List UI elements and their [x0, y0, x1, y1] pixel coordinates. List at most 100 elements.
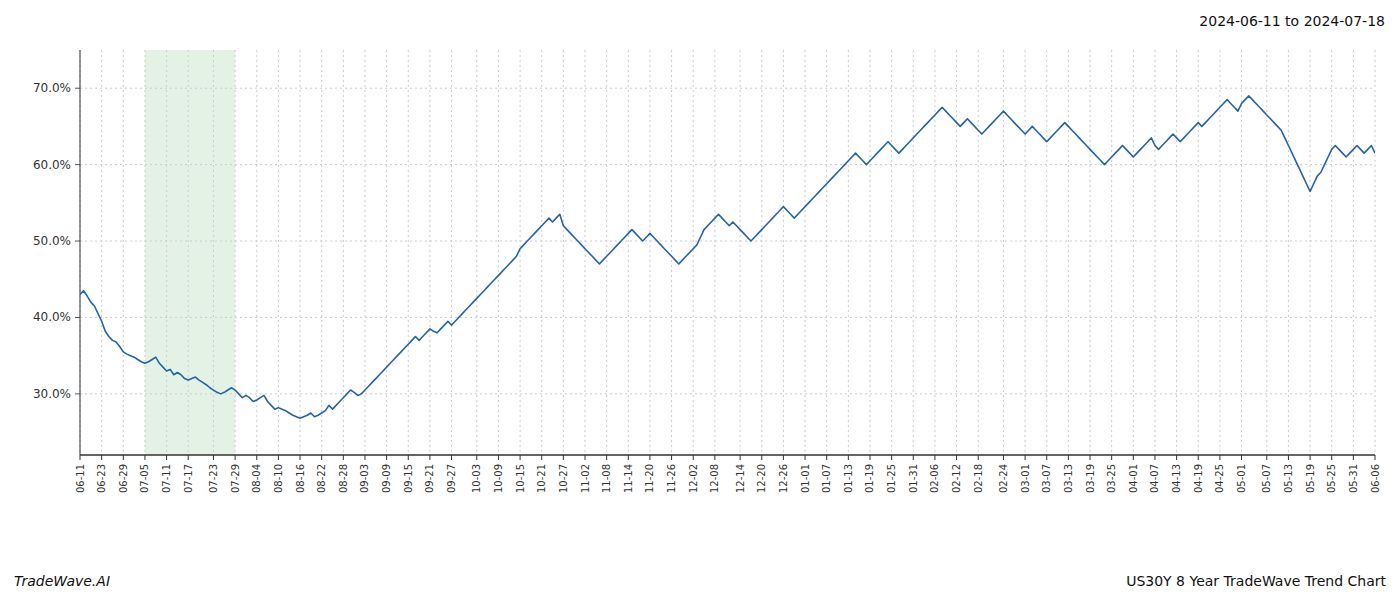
x-axis-line: [80, 454, 1375, 456]
x-grid-line: [144, 50, 145, 455]
y-tick: [75, 88, 80, 89]
y-tick: [75, 241, 80, 242]
x-tick-label: 06-23: [96, 464, 107, 493]
x-grid-line: [869, 50, 870, 455]
series-group: [80, 96, 1375, 418]
x-grid-line: [783, 50, 784, 455]
x-grid-line: [541, 50, 542, 455]
x-grid-line: [740, 50, 741, 455]
x-grid-line: [826, 50, 827, 455]
x-tick-label: 10-27: [558, 464, 569, 493]
y-grid-line: [80, 241, 1375, 242]
background: [0, 0, 1400, 600]
x-tick-label: 01-31: [908, 464, 919, 493]
x-grid-line: [1288, 50, 1289, 455]
y-tick-label: 50.0%: [33, 234, 71, 248]
x-tick-label: 12-02: [688, 464, 699, 493]
y-tick: [75, 164, 80, 165]
x-tick-label: 03-07: [1041, 464, 1052, 493]
x-tick-label: 05-01: [1236, 464, 1247, 493]
x-grid-line: [476, 50, 477, 455]
x-tick-label: 07-17: [183, 464, 194, 493]
annotation: US30Y 8 Year TradeWave Trend Chart: [1126, 573, 1386, 589]
x-tick-label: 05-13: [1283, 464, 1294, 493]
x-tick-label: 03-25: [1106, 464, 1117, 493]
x-grid-line: [1111, 50, 1112, 455]
x-tick-label: 04-07: [1149, 464, 1160, 493]
x-tick-label: 07-23: [208, 464, 219, 493]
x-tick-label: 01-19: [864, 464, 875, 493]
x-tick-label: 03-19: [1085, 464, 1096, 493]
x-tick-label: 06-11: [75, 464, 86, 493]
x-tick-label: 11-08: [601, 464, 612, 493]
x-grid-line: [1219, 50, 1220, 455]
x-tick-label: 03-01: [1020, 464, 1031, 493]
x-grid-line: [956, 50, 957, 455]
x-tick-label: 02-24: [998, 464, 1009, 493]
x-tick-label: 12-26: [778, 464, 789, 493]
x-tick-label: 11-20: [644, 464, 655, 493]
x-tick-label: 01-25: [886, 464, 897, 493]
x-grid-line: [408, 50, 409, 455]
x-grid-line: [1046, 50, 1047, 455]
x-tick-label: 02-06: [929, 464, 940, 493]
x-grid-line: [1090, 50, 1091, 455]
x-tick-label: 05-07: [1261, 464, 1272, 493]
x-tick-label: 05-19: [1305, 464, 1316, 493]
x-grid-line: [934, 50, 935, 455]
x-grid-line: [891, 50, 892, 455]
x-grid-line: [563, 50, 564, 455]
y-grid-line: [80, 164, 1375, 165]
title: 2024-06-11 to 2024-07-18: [1199, 13, 1385, 29]
x-tick-label: 07-11: [161, 464, 172, 493]
y-grid-line: [80, 393, 1375, 394]
x-tick-label: 01-01: [800, 464, 811, 493]
x-tick-label: 04-01: [1128, 464, 1139, 493]
x-tick-label: 08-22: [316, 464, 327, 493]
y-tick: [75, 317, 80, 318]
y-tick-label: 70.0%: [33, 81, 71, 95]
x-grid-line: [649, 50, 650, 455]
y-grid-line: [80, 317, 1375, 318]
x-grid-line: [101, 50, 102, 455]
x-grid-line: [256, 50, 257, 455]
x-grid-line: [1176, 50, 1177, 455]
x-tick-label: 08-28: [338, 464, 349, 493]
x-tick-label: 09-03: [359, 464, 370, 493]
x-grid-line: [1375, 50, 1376, 455]
x-grid-line: [386, 50, 387, 455]
x-tick-label: 09-09: [381, 464, 392, 493]
x-tick-label: 04-19: [1193, 464, 1204, 493]
x-tick-label: 11-02: [580, 464, 591, 493]
x-grid-line: [1241, 50, 1242, 455]
y-tick-label: 60.0%: [33, 158, 71, 172]
x-grid-line: [278, 50, 279, 455]
x-tick-label: 08-04: [251, 464, 262, 493]
series-line: [80, 96, 1375, 418]
x-grid-line: [1133, 50, 1134, 455]
x-tick-label: 11-14: [623, 464, 634, 493]
x-grid-line: [166, 50, 167, 455]
y-tick: [75, 393, 80, 394]
x-tick-label: 06-29: [118, 464, 129, 493]
x-grid-line: [343, 50, 344, 455]
x-grid-line: [671, 50, 672, 455]
x-tick-label: 01-13: [843, 464, 854, 493]
x-tick-label: 02-12: [951, 464, 962, 493]
x-grid-line: [520, 50, 521, 455]
x-tick-label: 08-16: [295, 464, 306, 493]
x-tick-label: 09-21: [424, 464, 435, 493]
x-tick-label: 05-31: [1348, 464, 1359, 493]
chart: 30.0%40.0%50.0%60.0%70.0%06-1106-2306-29…: [0, 0, 1400, 600]
x-grid-line: [300, 50, 301, 455]
x-grid-line: [585, 50, 586, 455]
x-tick-label: 12-14: [735, 464, 746, 493]
x-tick-label: 01-07: [821, 464, 832, 493]
x-grid-line: [805, 50, 806, 455]
x-grid-line: [188, 50, 189, 455]
x-tick-label: 07-29: [230, 464, 241, 493]
x-grid-line: [848, 50, 849, 455]
x-tick-label: 09-27: [446, 464, 457, 493]
x-grid-line: [235, 50, 236, 455]
y-grid-line: [80, 88, 1375, 89]
